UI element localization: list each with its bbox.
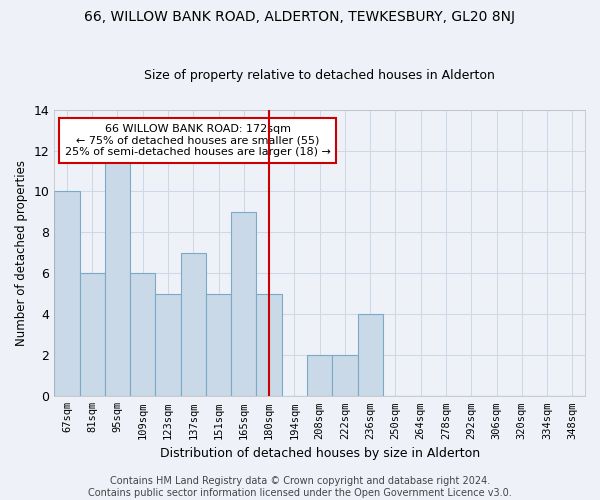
Bar [155,294,181,396]
X-axis label: Distribution of detached houses by size in Alderton: Distribution of detached houses by size … [160,447,480,460]
Bar [181,253,206,396]
Text: 66 WILLOW BANK ROAD: 172sqm
← 75% of detached houses are smaller (55)
25% of sem: 66 WILLOW BANK ROAD: 172sqm ← 75% of det… [65,124,331,157]
Bar [358,314,383,396]
Text: Contains HM Land Registry data © Crown copyright and database right 2024.
Contai: Contains HM Land Registry data © Crown c… [88,476,512,498]
Title: Size of property relative to detached houses in Alderton: Size of property relative to detached ho… [144,69,495,82]
Bar [231,212,256,396]
Bar [54,192,80,396]
Y-axis label: Number of detached properties: Number of detached properties [15,160,28,346]
Bar [307,356,332,397]
Bar [206,294,231,396]
Text: 66, WILLOW BANK ROAD, ALDERTON, TEWKESBURY, GL20 8NJ: 66, WILLOW BANK ROAD, ALDERTON, TEWKESBU… [85,10,515,24]
Bar [256,294,282,396]
Bar [80,274,105,396]
Bar [332,356,358,397]
Bar [130,274,155,396]
Bar [105,150,130,396]
